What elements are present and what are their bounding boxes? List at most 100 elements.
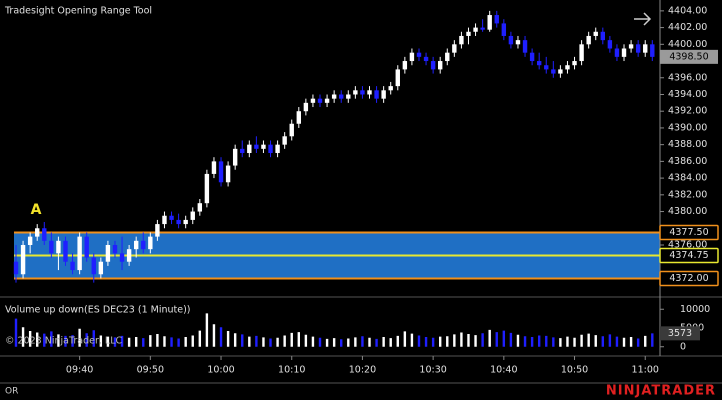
candle-body: [586, 35, 591, 45]
volume-bar: [467, 334, 470, 347]
volume-bar: [523, 336, 527, 347]
volume-bar: [537, 335, 541, 347]
volume-bar: [311, 336, 315, 347]
volume-bar: [587, 333, 590, 347]
range-price-box: [659, 224, 719, 241]
candle-body: [402, 61, 408, 70]
volume-bar: [446, 336, 449, 347]
volume-bar: [530, 337, 534, 347]
candle-body: [133, 240, 139, 250]
y-tick-label: 4402.00: [668, 22, 707, 33]
volume-bar: [233, 333, 237, 347]
volume-bar: [651, 333, 654, 347]
volume-bar: [149, 335, 152, 347]
volume-bar: [410, 333, 414, 347]
volume-bar: [36, 332, 39, 347]
volume-bar: [120, 335, 124, 347]
x-tick-label: 11:00: [632, 365, 659, 376]
volume-bar: [21, 327, 25, 347]
volume-bar: [431, 337, 435, 347]
nav-arrow[interactable]: [634, 12, 652, 26]
volume-bar: [396, 335, 399, 347]
volume-bar: [205, 313, 209, 347]
x-tick-label: 10:30: [419, 365, 446, 376]
candle-body: [544, 65, 549, 70]
volume-bar: [248, 336, 251, 347]
brand-logo: NINJATRADER: [606, 384, 716, 399]
volume-bar: [545, 335, 548, 347]
candle-body: [621, 48, 627, 57]
candle-body: [232, 148, 238, 166]
volume-bar: [177, 338, 180, 347]
volume-bar: [502, 330, 506, 347]
candle-body: [536, 61, 542, 66]
volume-bar: [636, 338, 640, 347]
volume-bar: [403, 331, 407, 347]
candle-body: [303, 102, 309, 112]
candle-body: [565, 65, 570, 70]
candle-body: [423, 56, 429, 62]
volume-bar: [594, 335, 597, 347]
volume-bar: [57, 334, 60, 347]
candle-body: [522, 40, 528, 53]
candle-body: [593, 31, 598, 36]
volume-bar: [170, 337, 173, 347]
candle-body: [317, 98, 323, 103]
volume-bar: [276, 337, 279, 347]
candle-body: [27, 236, 33, 245]
candle-body: [579, 44, 584, 62]
candle-body: [459, 35, 464, 45]
candle-body: [197, 203, 203, 212]
candle-body: [49, 240, 54, 254]
volume-bar: [113, 337, 117, 347]
candle-body: [607, 40, 613, 49]
candle-body: [600, 31, 606, 41]
volume-bar: [318, 337, 322, 347]
x-tick-label: 09:50: [137, 365, 164, 376]
candle-body: [63, 240, 68, 262]
candle-body: [529, 52, 535, 62]
candle-body: [91, 257, 96, 275]
volume-bar: [127, 337, 131, 347]
volume-bar: [297, 332, 300, 347]
candle-body: [190, 211, 195, 220]
candle-body: [635, 44, 641, 53]
candle-body: [42, 228, 47, 241]
annotation: A: [31, 202, 42, 218]
volume-title: Volume up down(ES DEC23 (1 Minute)): [5, 305, 191, 316]
volume-y-tick-label: 0: [680, 341, 686, 352]
candle-body: [360, 90, 365, 95]
y-tick-label: 4392.00: [668, 106, 707, 117]
candle-body: [289, 123, 294, 137]
candle-body: [381, 90, 386, 99]
y-tick-label: 4386.00: [668, 156, 707, 167]
y-tick-label: 4376.00: [668, 239, 707, 250]
candle-body: [614, 48, 620, 57]
candle-body: [70, 261, 75, 271]
candle-body: [268, 144, 273, 154]
candle-body: [367, 90, 372, 95]
y-tick-label: 4380.00: [668, 206, 707, 217]
candle-body: [35, 228, 40, 237]
candle-body: [247, 144, 252, 154]
candle-body: [466, 31, 471, 36]
candle-body: [310, 98, 316, 103]
candle-body: [494, 15, 499, 24]
candle-body: [84, 236, 89, 258]
x-tick-label: 10:00: [207, 365, 234, 376]
y-tick-label: 4394.00: [668, 89, 707, 100]
candle-body: [155, 224, 160, 237]
volume-bar: [78, 328, 81, 347]
candle-body: [169, 215, 174, 220]
y-tick-label: 4382.00: [668, 189, 707, 200]
volume-bar: [191, 335, 194, 347]
volume-bar: [14, 318, 18, 347]
candle-body: [501, 23, 507, 36]
volume-bar: [559, 338, 562, 347]
volume-bar: [304, 334, 308, 347]
volume-bar: [474, 335, 477, 347]
candle-body: [388, 86, 393, 91]
candle-body: [551, 69, 556, 74]
candle-body: [183, 219, 188, 225]
